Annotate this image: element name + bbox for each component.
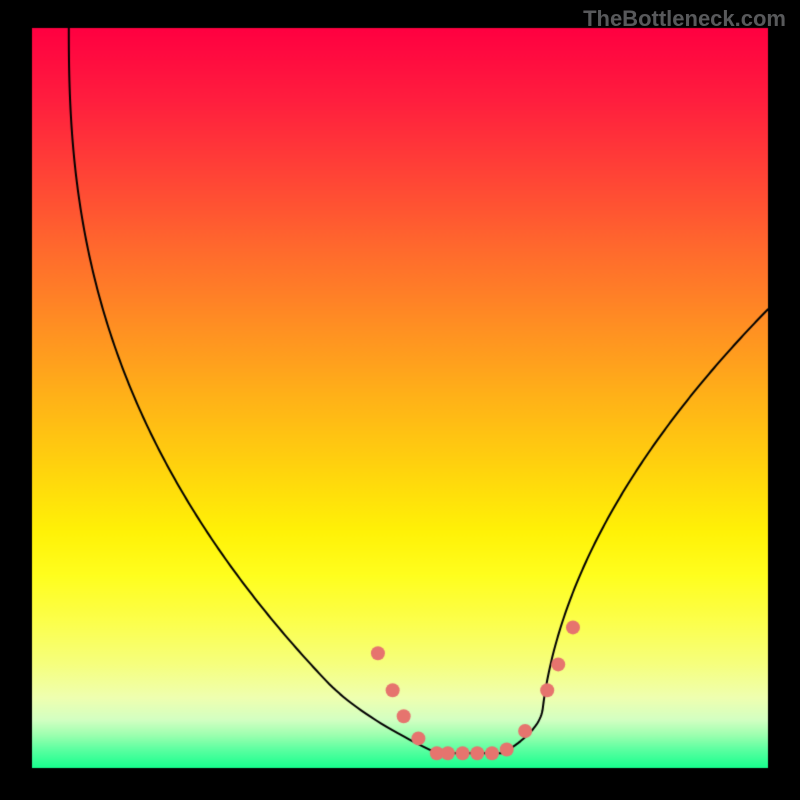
- chart-stage: TheBottleneck.com: [0, 0, 800, 800]
- bottleneck-curve-chart: [0, 0, 800, 800]
